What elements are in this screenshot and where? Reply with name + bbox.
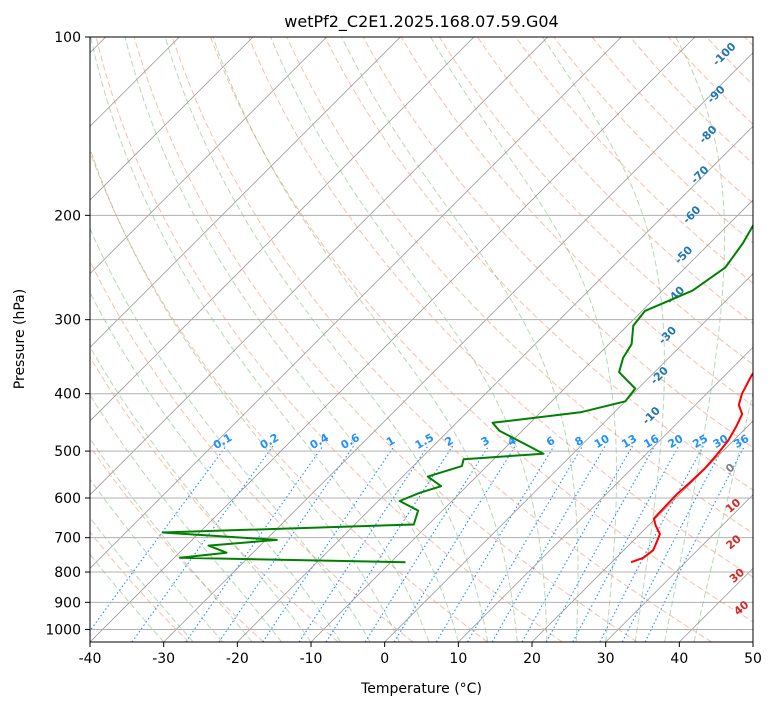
- dry-adiabat-line: [515, 37, 753, 284]
- isotherm-line: [90, 37, 401, 348]
- x-tick-label: -40: [79, 651, 102, 667]
- mixing-ratio-line: [218, 445, 355, 642]
- moist-adiabat-line: [90, 345, 312, 642]
- y-axis-label: Pressure (hPa): [12, 289, 28, 389]
- dry-adiabat-line: [90, 150, 488, 642]
- x-tick-label: 40: [670, 651, 688, 667]
- dry-adiabat-line: [438, 37, 753, 366]
- x-tick-label: 20: [523, 651, 541, 667]
- dry-adiabat-line: [171, 37, 712, 642]
- mixing-ratio-line: [262, 445, 395, 642]
- dewpoint-trace: [161, 223, 753, 564]
- moist-adiabat-line: [90, 147, 400, 642]
- mixing-ratio-line: [521, 445, 633, 642]
- moist-adiabat-line: [90, 227, 371, 642]
- y-tick-label: 600: [54, 491, 81, 507]
- grid-layer: [90, 37, 753, 642]
- moist-adiabat-line: [90, 437, 253, 642]
- mixing-ratio-line: [435, 445, 555, 642]
- dry-adiabat-line: [90, 445, 264, 642]
- x-tick-label: -10: [300, 651, 323, 667]
- moist-adiabat-line: [90, 553, 165, 642]
- mixing-ratio-line: [467, 445, 584, 642]
- isotherm-line: [531, 420, 753, 642]
- mixing-ratio-line: [364, 445, 490, 642]
- isotherm-line: [90, 37, 548, 496]
- x-tick-label: 50: [744, 651, 762, 667]
- x-tick-label: -20: [226, 651, 249, 667]
- axes: -40 -30 -20 -10 0 10 20 30 40 50 100 200 300 400 500 60…: [45, 30, 762, 667]
- x-tick-label: 10: [449, 651, 467, 667]
- mixing-ratio-line: [298, 445, 429, 642]
- moist-adiabat-line: [542, 37, 665, 642]
- y-tick-label: 1000: [45, 622, 81, 638]
- dry-adiabat-line: [210, 37, 753, 623]
- dry-adiabat-line: [133, 37, 638, 642]
- y-tick-label: 900: [54, 595, 81, 611]
- mixing-ratio-line: [185, 445, 324, 642]
- isotherm-line: [90, 37, 622, 569]
- y-tick-label: 700: [54, 531, 81, 547]
- x-tick-label: 30: [597, 651, 615, 667]
- isotherm-line: [605, 494, 753, 642]
- sounding-traces: [161, 223, 753, 564]
- x-tick-label: -30: [152, 651, 175, 667]
- moist-adiabat-line: [90, 516, 194, 642]
- plot-frame: [89, 36, 754, 643]
- isotherm-line: [90, 37, 696, 642]
- moist-adiabat-line: [664, 37, 726, 642]
- moist-adiabat-line: [90, 394, 282, 642]
- moist-adiabat-line: [90, 37, 430, 642]
- dry-adiabat-line: [95, 37, 563, 642]
- dry-adiabat-line: [400, 37, 753, 407]
- y-tick-label: 400: [54, 387, 81, 403]
- moist-adiabat-line: [212, 37, 518, 642]
- isotherm-line: [384, 273, 753, 642]
- x-tick-label: 0: [380, 651, 389, 667]
- y-tick-label: 300: [54, 313, 81, 329]
- x-axis-label: Temperature (°C): [360, 681, 482, 697]
- moist-adiabat-line: [90, 478, 223, 642]
- mixing-ratio-line: [621, 445, 725, 642]
- isotherm-line: [90, 37, 254, 201]
- y-tick-label: 500: [54, 444, 81, 460]
- moist-adiabat-line: [341, 37, 579, 642]
- moist-adiabat-line: [164, 37, 489, 642]
- isotherm-line: [310, 199, 753, 642]
- moist-adiabat-line: [430, 37, 617, 642]
- isotherm-line: [458, 346, 753, 642]
- dry-adiabat-line: [248, 37, 753, 578]
- mixing-ratio-line: [325, 445, 454, 642]
- isotherm-line: [90, 37, 327, 275]
- y-tick-label: 100: [54, 30, 81, 46]
- dry-adiabat-line: [90, 531, 190, 642]
- mixing-ratio-line: [644, 445, 746, 642]
- chart-title: wetPf2_C2E1.2025.168.07.59.G04: [284, 12, 558, 32]
- isotherm-line: [90, 37, 475, 422]
- mixing-ratio-line: [545, 445, 656, 642]
- moist-adiabat-line: [124, 37, 459, 642]
- y-tick-label: 800: [54, 565, 81, 581]
- mixing-ratio-line: [131, 445, 274, 642]
- isotherm-line: [237, 125, 753, 642]
- y-tick-label: 200: [54, 208, 81, 224]
- temperature-trace: [630, 371, 753, 564]
- dry-adiabat-line: [90, 356, 339, 642]
